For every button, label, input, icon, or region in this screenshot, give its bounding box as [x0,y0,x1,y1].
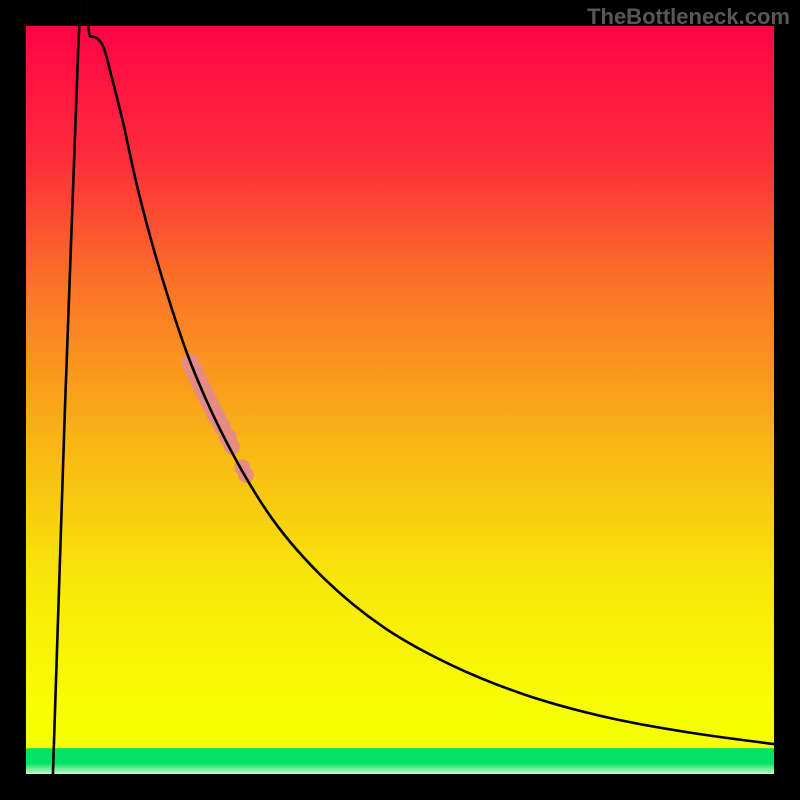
chart-background-gradient [26,26,774,774]
chart-frame [774,0,800,800]
watermark-text: TheBottleneck.com [587,4,790,30]
chart-frame [0,0,26,800]
bottleneck-chart [0,0,800,800]
chart-frame [0,774,800,800]
